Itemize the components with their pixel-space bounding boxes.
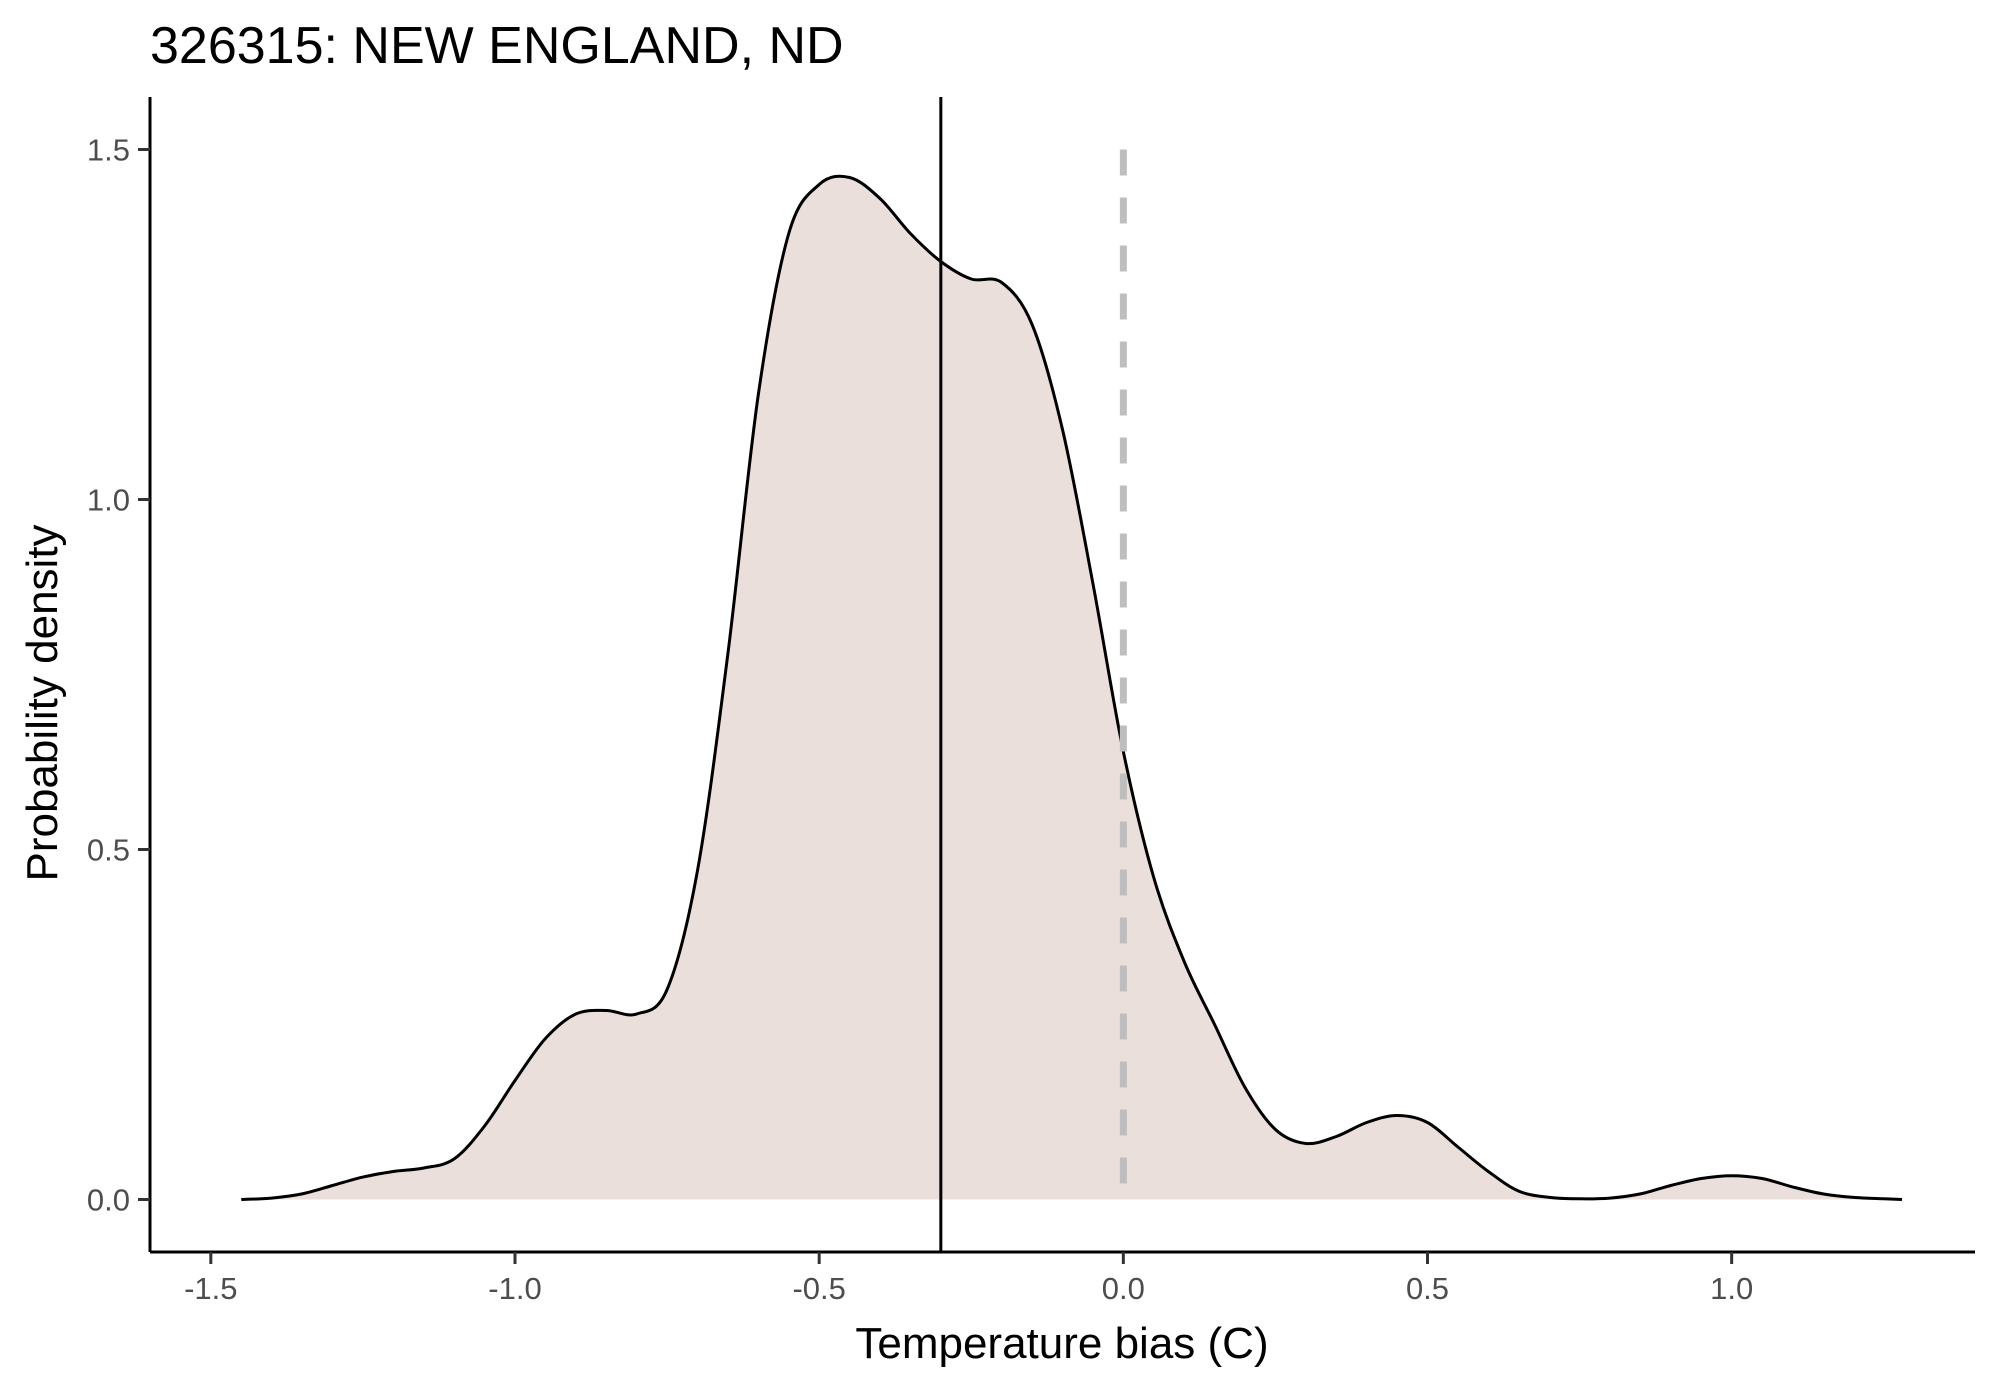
y-tick-label: 0.5 <box>87 833 130 868</box>
y-tick-label: 1.0 <box>87 483 130 518</box>
chart-title: 326315: NEW ENGLAND, ND <box>150 17 844 75</box>
y-tick-label: 1.5 <box>87 133 130 168</box>
density-line <box>241 174 1903 1201</box>
y-axis-title: Probability density <box>18 524 67 881</box>
reference-lines <box>939 97 1127 1252</box>
y-tick-label: 0.0 <box>87 1183 130 1218</box>
axes: -1.5 -1.0 -0.5 0.0 0.5 1.0 0.0 0.5 1.0 1.5 <box>87 97 1975 1306</box>
x-tick-label: -0.5 <box>792 1271 845 1306</box>
x-tick-label: 0.5 <box>1406 1271 1449 1306</box>
density-area <box>241 176 1902 1200</box>
x-tick-label: 0.0 <box>1102 1271 1145 1306</box>
plot-area <box>241 174 1903 1201</box>
x-tick-label: 1.0 <box>1710 1271 1753 1306</box>
x-tick-label: -1.5 <box>184 1271 237 1306</box>
x-tick-label: -1.0 <box>488 1271 541 1306</box>
x-axis-title: Temperature bias (C) <box>855 1319 1268 1368</box>
